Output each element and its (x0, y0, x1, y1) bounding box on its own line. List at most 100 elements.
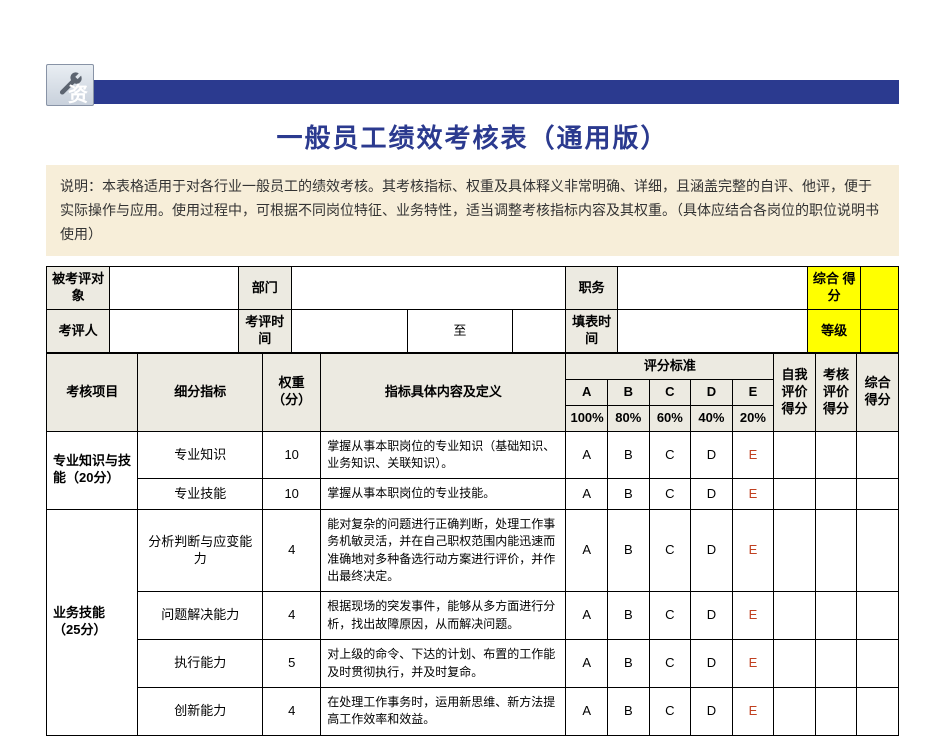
definition-cell: 在处理工作事务时，运用新思维、新方法提高工作效率和效益。 (321, 687, 566, 735)
grade-cell-a[interactable]: A (566, 640, 608, 688)
grade-cell-c[interactable]: C (649, 509, 691, 592)
category-cell: 业务技能（25分） (47, 509, 138, 735)
label-total-score: 综合 得分 (808, 267, 861, 310)
grade-cell-b[interactable]: B (608, 592, 650, 640)
field-position[interactable] (618, 267, 808, 310)
field-time-to[interactable] (513, 310, 566, 353)
col-grade-e: E (732, 379, 774, 405)
review-score-cell[interactable] (815, 640, 857, 688)
self-score-cell[interactable] (774, 479, 816, 509)
grade-cell-c[interactable]: C (649, 592, 691, 640)
sub-indicator: 创新能力 (138, 687, 263, 735)
total-score-cell[interactable] (857, 687, 899, 735)
grade-cell-e[interactable]: E (732, 479, 774, 509)
info-row-1: 被考评对象 部门 职务 综合 得分 (47, 267, 899, 310)
field-total-score[interactable] (861, 267, 899, 310)
total-score-cell[interactable] (857, 592, 899, 640)
col-grade-c: C (649, 379, 691, 405)
definition-cell: 对上级的命令、下达的计划、布置的工作能及时贯彻执行，并及时复命。 (321, 640, 566, 688)
total-score-cell[interactable] (857, 479, 899, 509)
weight-cell: 10 (263, 479, 321, 509)
ribbon-text: 资 (68, 78, 92, 107)
table-row: 执行能力5对上级的命令、下达的计划、布置的工作能及时贯彻执行，并及时复命。ABC… (47, 640, 899, 688)
grade-cell-e[interactable]: E (732, 509, 774, 592)
self-score-cell[interactable] (774, 687, 816, 735)
weight-cell: 10 (263, 431, 321, 479)
header-ribbon (46, 80, 899, 104)
sub-indicator: 专业知识 (138, 431, 263, 479)
col-pct: 100% (566, 405, 608, 431)
total-score-cell[interactable] (857, 509, 899, 592)
col-self: 自我 评价 得分 (774, 353, 816, 431)
field-grade[interactable] (861, 310, 899, 353)
grade-cell-d[interactable]: D (691, 479, 733, 509)
grade-cell-a[interactable]: A (566, 687, 608, 735)
weight-cell: 5 (263, 640, 321, 688)
grade-cell-e[interactable]: E (732, 640, 774, 688)
label-review-time: 考评时间 (238, 310, 291, 353)
grade-cell-e[interactable]: E (732, 431, 774, 479)
review-score-cell[interactable] (815, 687, 857, 735)
total-score-cell[interactable] (857, 431, 899, 479)
grade-cell-e[interactable]: E (732, 687, 774, 735)
col-grade-d: D (691, 379, 733, 405)
grade-cell-a[interactable]: A (566, 509, 608, 592)
grade-cell-b[interactable]: B (608, 640, 650, 688)
sub-indicator: 问题解决能力 (138, 592, 263, 640)
review-score-cell[interactable] (815, 479, 857, 509)
description-box: 说明：本表格适用于对各行业一般员工的绩效考核。其考核指标、权重及具体释义非常明确… (46, 165, 899, 256)
grade-cell-c[interactable]: C (649, 640, 691, 688)
grade-cell-b[interactable]: B (608, 687, 650, 735)
col-definition: 指标具体内容及定义 (321, 353, 566, 431)
grade-cell-c[interactable]: C (649, 479, 691, 509)
review-score-cell[interactable] (815, 431, 857, 479)
grade-cell-e[interactable]: E (732, 592, 774, 640)
self-score-cell[interactable] (774, 592, 816, 640)
col-weight: 权重 （分） (263, 353, 321, 431)
grade-cell-d[interactable]: D (691, 431, 733, 479)
col-grade-b: B (608, 379, 650, 405)
self-score-cell[interactable] (774, 640, 816, 688)
assessment-table: 考核项目 细分指标 权重 （分） 指标具体内容及定义 评分标准 自我 评价 得分… (46, 353, 899, 736)
grade-cell-b[interactable]: B (608, 431, 650, 479)
definition-cell: 能对复杂的问题进行正确判断，处理工作事务机敏灵活，并在自己职权范围内能迅速而准确… (321, 509, 566, 592)
grade-cell-b[interactable]: B (608, 479, 650, 509)
self-score-cell[interactable] (774, 509, 816, 592)
grade-cell-c[interactable]: C (649, 431, 691, 479)
weight-cell: 4 (263, 509, 321, 592)
label-dept: 部门 (238, 267, 291, 310)
info-table: 被考评对象 部门 职务 综合 得分 考评人 考评时间 至 填表时间 等级 (46, 266, 899, 353)
label-grade: 等级 (808, 310, 861, 353)
grade-cell-a[interactable]: A (566, 479, 608, 509)
grade-cell-c[interactable]: C (649, 687, 691, 735)
field-time-from[interactable] (291, 310, 407, 353)
sub-indicator: 专业技能 (138, 479, 263, 509)
total-score-cell[interactable] (857, 640, 899, 688)
grade-cell-a[interactable]: A (566, 592, 608, 640)
grade-cell-a[interactable]: A (566, 431, 608, 479)
grade-cell-d[interactable]: D (691, 592, 733, 640)
sub-indicator: 分析判断与应变能力 (138, 509, 263, 592)
review-score-cell[interactable] (815, 592, 857, 640)
grade-cell-b[interactable]: B (608, 509, 650, 592)
grade-cell-d[interactable]: D (691, 509, 733, 592)
table-row: 专业技能10掌握从事本职岗位的专业技能。ABCDE (47, 479, 899, 509)
col-review: 考核 评价 得分 (815, 353, 857, 431)
col-pct: 20% (732, 405, 774, 431)
field-dept[interactable] (291, 267, 565, 310)
grade-cell-d[interactable]: D (691, 687, 733, 735)
self-score-cell[interactable] (774, 431, 816, 479)
col-total: 综合 得分 (857, 353, 899, 431)
label-fill-time: 填表时间 (565, 310, 618, 353)
header-row-1: 考核项目 细分指标 权重 （分） 指标具体内容及定义 评分标准 自我 评价 得分… (47, 353, 899, 379)
field-fill-time[interactable] (618, 310, 808, 353)
field-subject[interactable] (110, 267, 239, 310)
definition-cell: 根据现场的突发事件，能够从多方面进行分析，找出故障原因，从而解决问题。 (321, 592, 566, 640)
field-reviewer[interactable] (110, 310, 239, 353)
review-score-cell[interactable] (815, 509, 857, 592)
grade-cell-d[interactable]: D (691, 640, 733, 688)
col-pct: 60% (649, 405, 691, 431)
sub-indicator: 执行能力 (138, 640, 263, 688)
page-title: 一般员工绩效考核表（通用版） (46, 118, 899, 155)
weight-cell: 4 (263, 687, 321, 735)
